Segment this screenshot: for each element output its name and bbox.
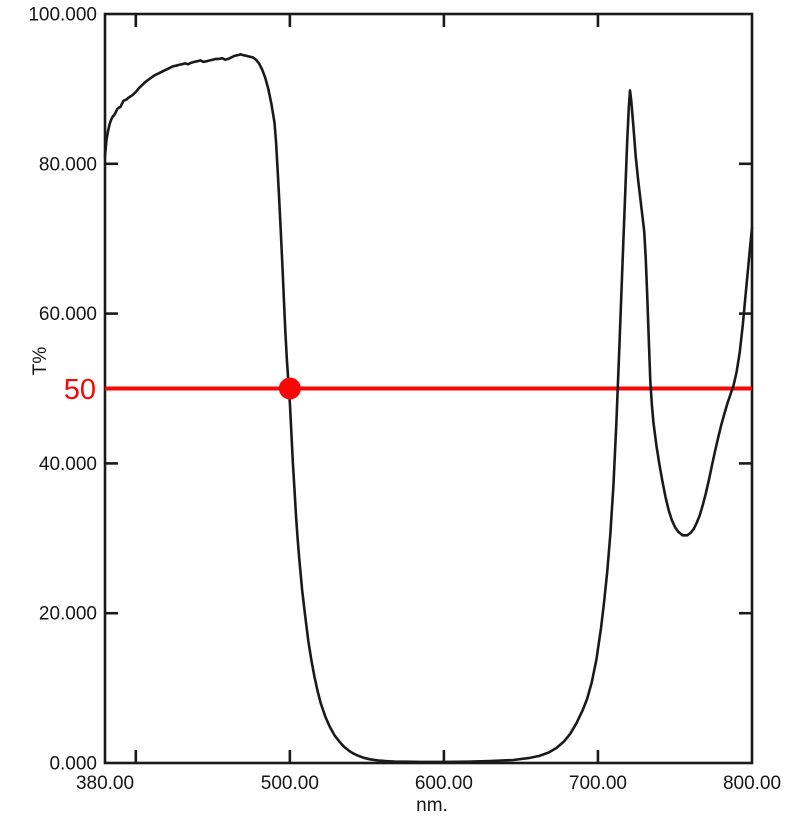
transmittance-curve xyxy=(103,53,754,764)
y-tick-label: 80.000 xyxy=(39,154,97,175)
threshold-marker-dot xyxy=(278,377,301,400)
y-tick-label: 40.000 xyxy=(39,454,97,475)
x-tick-label: 700.00 xyxy=(569,773,627,794)
x-tick-label: 600.00 xyxy=(415,773,473,794)
x-tick-label: 380.00 xyxy=(76,773,134,794)
y-tick-label: 60.000 xyxy=(39,304,97,325)
axis-tick-labels: 380.00 500.00 600.00 700.00 800.00 0.000 20.00… xyxy=(28,5,781,795)
y-axis-title: T% xyxy=(30,347,51,376)
y-tick-label: 0.000 xyxy=(49,754,97,775)
x-axis-title: nm. xyxy=(416,795,448,816)
y-tick-label: 20.000 xyxy=(39,604,97,625)
threshold-value-label: 50 xyxy=(64,374,96,406)
x-tick-label: 800.00 xyxy=(723,773,781,794)
x-tick-label: 500.00 xyxy=(261,773,319,794)
y-tick-label: 100.000 xyxy=(28,5,97,26)
